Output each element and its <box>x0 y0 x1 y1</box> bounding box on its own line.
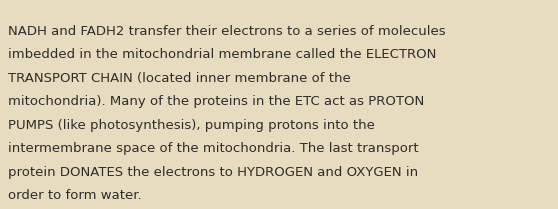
Text: PUMPS (like photosynthesis), pumping protons into the: PUMPS (like photosynthesis), pumping pro… <box>8 119 375 132</box>
Text: mitochondria). Many of the proteins in the ETC act as PROTON: mitochondria). Many of the proteins in t… <box>8 95 425 108</box>
Text: TRANSPORT CHAIN (located inner membrane of the: TRANSPORT CHAIN (located inner membrane … <box>8 72 351 85</box>
Text: intermembrane space of the mitochondria. The last transport: intermembrane space of the mitochondria.… <box>8 142 419 155</box>
Text: imbedded in the mitochondrial membrane called the ELECTRON: imbedded in the mitochondrial membrane c… <box>8 48 437 61</box>
Text: order to form water.: order to form water. <box>8 189 142 202</box>
Text: NADH and FADH2 transfer their electrons to a series of molecules: NADH and FADH2 transfer their electrons … <box>8 25 446 38</box>
Text: protein DONATES the electrons to HYDROGEN and OXYGEN in: protein DONATES the electrons to HYDROGE… <box>8 166 418 178</box>
